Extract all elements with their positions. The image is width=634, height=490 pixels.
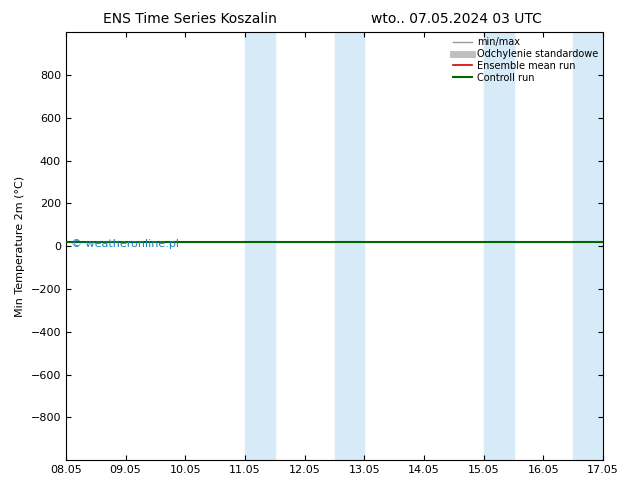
Text: wto.. 07.05.2024 03 UTC: wto.. 07.05.2024 03 UTC xyxy=(371,12,542,26)
Bar xyxy=(573,32,603,460)
Bar xyxy=(245,32,275,460)
Text: ENS Time Series Koszalin: ENS Time Series Koszalin xyxy=(103,12,277,26)
Text: © weatheronline.pl: © weatheronline.pl xyxy=(71,239,179,249)
Bar xyxy=(484,32,514,460)
Bar xyxy=(335,32,365,460)
Y-axis label: Min Temperature 2m (°C): Min Temperature 2m (°C) xyxy=(15,175,25,317)
Legend: min/max, Odchylenie standardowe, Ensemble mean run, Controll run: min/max, Odchylenie standardowe, Ensembl… xyxy=(453,37,598,83)
